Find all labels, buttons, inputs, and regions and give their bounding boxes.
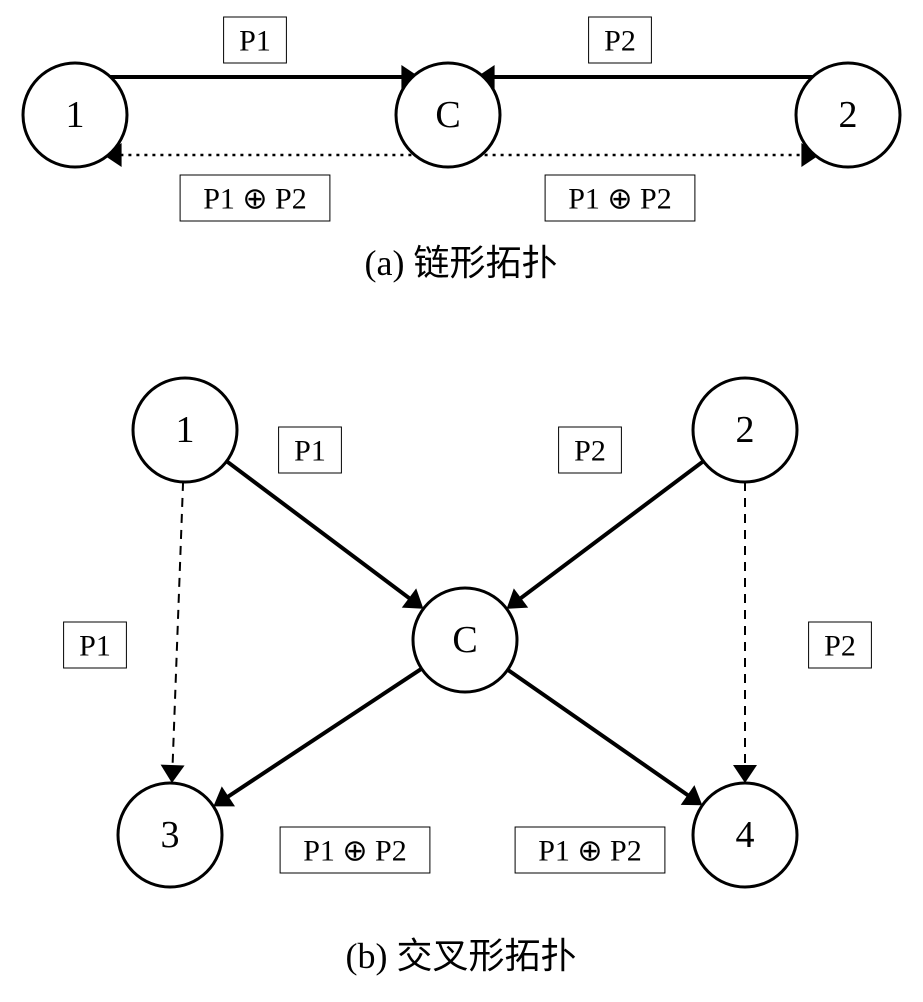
edge-bc-b4 xyxy=(508,670,703,806)
node-b4: 4 xyxy=(693,783,797,887)
edge-b1-bc xyxy=(227,461,424,609)
edge-n2-nc xyxy=(477,65,820,89)
edge-label: P1 ⊕ P2 xyxy=(545,175,695,221)
diagram-caption: (a) 链形拓扑 xyxy=(365,243,558,283)
node-n2: 2 xyxy=(796,63,900,167)
edge-b2-bc xyxy=(507,461,704,609)
edge-label: P1 xyxy=(64,622,127,668)
node-label: 2 xyxy=(736,409,755,451)
svg-text:P1 ⊕ P2: P1 ⊕ P2 xyxy=(568,183,672,216)
node-b1: 1 xyxy=(133,378,237,482)
edge-bc-b3 xyxy=(213,669,421,807)
edge-nc-n1 xyxy=(104,143,420,167)
node-b3: 3 xyxy=(118,783,222,887)
node-label: 1 xyxy=(176,409,195,451)
node-bc: C xyxy=(413,588,517,692)
chain-topology-diagram: 1 C 2 P1 P2 P1 ⊕ P2 P1 ⊕ P2 (a) 链形拓扑 xyxy=(23,17,900,283)
edge-label: P1 xyxy=(224,17,287,63)
node-label: 4 xyxy=(736,814,755,856)
node-label: 1 xyxy=(66,94,85,136)
svg-text:P1 ⊕ P2: P1 ⊕ P2 xyxy=(203,183,307,216)
node-b2: 2 xyxy=(693,378,797,482)
edge-b2-b4 xyxy=(733,482,757,783)
svg-text:P1 ⊕ P2: P1 ⊕ P2 xyxy=(538,835,642,868)
svg-text:P1: P1 xyxy=(239,25,271,58)
diagram-canvas: 1 C 2 P1 P2 P1 ⊕ P2 P1 ⊕ P2 (a) 链形拓扑 1 2 C 3 4 P1 P2 P1… xyxy=(0,0,923,1002)
svg-text:P1: P1 xyxy=(294,435,326,468)
svg-text:P2: P2 xyxy=(604,25,636,58)
svg-text:P2: P2 xyxy=(574,435,606,468)
edge-label: P2 xyxy=(589,17,652,63)
edge-label: P2 xyxy=(559,427,622,473)
node-label: C xyxy=(452,619,477,661)
svg-text:P1 ⊕ P2: P1 ⊕ P2 xyxy=(303,835,407,868)
node-label: C xyxy=(435,94,460,136)
edge-label: P1 ⊕ P2 xyxy=(515,827,665,873)
edge-label: P1 xyxy=(279,427,342,473)
cross-topology-diagram: 1 2 C 3 4 P1 P2 P1 ⊕ P2 P1 ⊕ P2 P1 P2 (b) 交叉形拓扑 xyxy=(64,378,872,976)
node-label: 3 xyxy=(161,814,180,856)
svg-text:P1: P1 xyxy=(79,630,111,663)
edge-label: P2 xyxy=(809,622,872,668)
node-n1: 1 xyxy=(23,63,127,167)
edge-nc-n2 xyxy=(477,143,820,167)
edge-b1-b3 xyxy=(161,482,185,783)
edge-label: P1 ⊕ P2 xyxy=(180,175,330,221)
edge-label: P1 ⊕ P2 xyxy=(280,827,430,873)
svg-text:P2: P2 xyxy=(824,630,856,663)
node-label: 2 xyxy=(839,94,858,136)
diagram-caption: (b) 交叉形拓扑 xyxy=(346,936,577,976)
edge-n1-nc xyxy=(104,65,420,89)
node-nc: C xyxy=(396,63,500,167)
